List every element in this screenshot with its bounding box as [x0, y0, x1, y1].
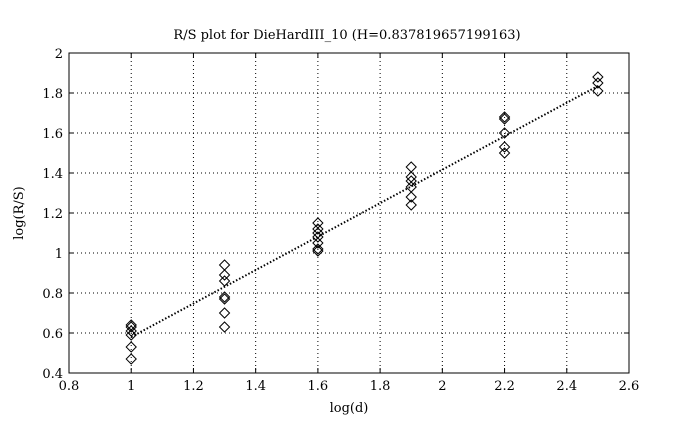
data-point	[218, 269, 231, 281]
data-point	[592, 85, 604, 97]
data-point	[218, 321, 231, 333]
data-point	[125, 341, 137, 353]
y-tick-label: 0.4	[42, 367, 63, 382]
data-point	[125, 329, 137, 341]
fit-line	[130, 85, 599, 338]
data-point	[498, 111, 511, 123]
data-point	[498, 127, 511, 139]
data-point	[218, 275, 231, 287]
fit-line-group	[130, 85, 599, 338]
x-tick-label: 2.4	[556, 379, 577, 394]
data-point	[312, 223, 324, 235]
data-point	[218, 291, 231, 303]
y-tick-label: 1	[55, 247, 63, 262]
grid	[69, 53, 629, 373]
y-axis-label: log(R/S)	[12, 186, 27, 240]
y-tick-label: 0.8	[42, 287, 63, 302]
y-tick-label: 1.2	[42, 207, 63, 222]
data-point	[218, 259, 231, 271]
data-point	[125, 325, 137, 337]
data-point	[312, 243, 324, 255]
y-tick-label: 1.8	[42, 87, 63, 102]
data-point	[405, 161, 417, 173]
data-point	[405, 199, 417, 211]
data-point	[405, 175, 417, 187]
data-point	[405, 171, 417, 183]
x-tick-label: 0.8	[59, 379, 80, 394]
y-tick-label: 1.6	[42, 127, 63, 142]
data-point	[312, 217, 324, 229]
y-tick-label: 2	[55, 47, 63, 62]
x-tick-label: 1.2	[183, 379, 204, 394]
data-point	[592, 71, 604, 83]
x-axis-label: log(d)	[330, 401, 369, 416]
data-point	[125, 321, 137, 333]
axis-ticks: 0.8 1 1.2 1.4 1.6 1.8 2 2.2 2.4 2.6 0.4 0.6 0.8 1 1.2 1…	[42, 47, 639, 394]
data-point	[405, 191, 417, 203]
data-point	[592, 77, 604, 89]
data-point	[312, 231, 324, 243]
x-tick-label: 1	[127, 379, 135, 394]
x-tick-label: 2.6	[619, 379, 640, 394]
data-point	[125, 353, 137, 365]
x-tick-label: 2	[438, 379, 446, 394]
x-tick-label: 1.6	[308, 379, 329, 394]
y-tick-label: 0.6	[42, 327, 63, 342]
data-point	[312, 237, 324, 249]
data-point	[312, 245, 324, 257]
data-point	[218, 307, 231, 319]
data-point	[498, 141, 511, 153]
data-point	[498, 147, 511, 159]
x-tick-label: 1.4	[245, 379, 266, 394]
x-tick-label: 1.8	[370, 379, 391, 394]
data-point	[218, 293, 231, 305]
chart-title: R/S plot for DieHardIII_10 (H=0.83781965…	[173, 28, 520, 43]
x-tick-label: 2.2	[494, 379, 515, 394]
data-points	[125, 71, 604, 365]
y-tick-label: 1.4	[42, 167, 63, 182]
data-point	[498, 113, 511, 125]
